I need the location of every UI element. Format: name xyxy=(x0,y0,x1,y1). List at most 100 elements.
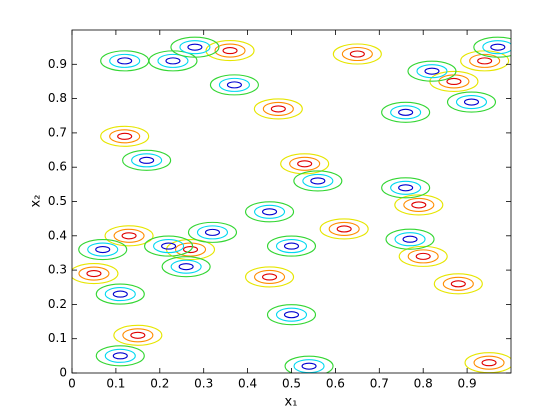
high-contour xyxy=(104,225,154,247)
low-contour xyxy=(226,81,242,89)
x-tick-label: 0.9 xyxy=(458,377,477,391)
high-contour xyxy=(270,105,286,113)
high-contour xyxy=(415,252,431,260)
low-contour xyxy=(302,173,334,188)
y-tick-label: 0 xyxy=(59,366,67,380)
high-contour xyxy=(113,324,163,346)
low-contour xyxy=(187,221,238,243)
low-contour xyxy=(398,108,414,116)
y-tick-label: 0.6 xyxy=(48,160,67,174)
low-contour xyxy=(112,290,128,298)
x-tick-label: 0.1 xyxy=(106,377,125,391)
high-contour xyxy=(319,218,369,240)
low-contour xyxy=(218,77,250,92)
low-contour xyxy=(112,352,128,360)
low-contour xyxy=(95,345,145,367)
low-contour xyxy=(131,153,163,168)
high-contour xyxy=(297,160,313,168)
high-contour xyxy=(86,269,102,278)
low-contour xyxy=(424,67,440,75)
x-axis-label: x₁ xyxy=(285,395,298,410)
high-contour xyxy=(72,262,119,285)
low-contour xyxy=(275,307,308,322)
high-contour xyxy=(481,359,497,367)
high-contour xyxy=(349,50,365,58)
x-tick-label: 0.6 xyxy=(326,377,345,391)
low-contour xyxy=(463,98,480,106)
contour-layer xyxy=(72,36,511,373)
y-tick-label: 0.9 xyxy=(48,57,67,71)
high-contour xyxy=(446,77,462,85)
low-contour xyxy=(196,225,229,240)
low-contour xyxy=(310,177,326,185)
low-contour xyxy=(204,228,221,236)
low-contour xyxy=(293,170,343,192)
low-contour xyxy=(407,60,457,82)
low-contour xyxy=(165,57,181,65)
low-contour xyxy=(139,156,155,164)
y-tick-label: 0.2 xyxy=(48,297,67,311)
low-contour xyxy=(398,184,414,192)
low-contour xyxy=(104,287,136,302)
high-contour xyxy=(442,276,474,291)
high-contour xyxy=(113,228,145,243)
high-contour xyxy=(182,245,199,254)
high-contour xyxy=(336,225,352,233)
x-tick-label: 0.4 xyxy=(238,377,257,391)
high-contour xyxy=(174,242,207,257)
high-contour xyxy=(214,43,246,58)
low-contour xyxy=(301,362,317,370)
low-contour xyxy=(179,40,211,55)
x-tick-label: 0.8 xyxy=(414,377,433,391)
y-tick-label: 0.1 xyxy=(48,331,67,345)
low-contour xyxy=(153,239,185,254)
high-contour xyxy=(100,125,150,147)
high-contour xyxy=(398,245,448,267)
x-tick-label: 0.2 xyxy=(150,377,169,391)
high-contour xyxy=(289,156,321,171)
low-contour xyxy=(394,232,426,247)
high-contour xyxy=(205,40,255,62)
high-contour xyxy=(130,331,146,339)
high-contour xyxy=(109,129,141,144)
low-contour xyxy=(390,180,422,195)
y-axis-label: x₂ xyxy=(29,195,44,208)
low-contour xyxy=(78,238,128,261)
high-contour xyxy=(411,201,427,209)
high-contour xyxy=(253,98,303,120)
plot-area xyxy=(72,30,511,373)
high-contour xyxy=(117,132,133,140)
high-contour xyxy=(122,328,154,343)
high-contour xyxy=(394,194,444,216)
low-contour xyxy=(95,245,111,254)
low-contour xyxy=(95,283,145,305)
low-contour xyxy=(261,208,278,216)
low-contour xyxy=(446,91,497,113)
low-contour xyxy=(122,149,172,171)
low-contour xyxy=(283,311,300,319)
high-contour xyxy=(253,269,286,285)
high-contour xyxy=(262,101,294,116)
high-contour xyxy=(403,197,435,212)
high-contour xyxy=(477,57,493,65)
x-tick-label: 0.7 xyxy=(370,377,389,391)
low-contour xyxy=(490,43,506,51)
low-contour xyxy=(170,36,220,58)
high-contour xyxy=(341,46,373,62)
high-contour xyxy=(121,232,137,240)
low-contour xyxy=(402,235,418,243)
low-contour xyxy=(275,239,308,254)
y-tick-label: 0.5 xyxy=(48,194,67,208)
low-contour xyxy=(482,40,511,55)
low-contour xyxy=(266,304,317,326)
low-contour xyxy=(381,101,431,123)
low-contour xyxy=(416,64,448,79)
low-contour xyxy=(390,105,422,120)
low-contour xyxy=(187,43,203,51)
high-contour xyxy=(450,280,466,288)
low-contour xyxy=(253,204,286,219)
low-contour xyxy=(109,53,141,68)
low-contour xyxy=(266,235,317,257)
y-tick-label: 0.3 xyxy=(48,263,67,277)
